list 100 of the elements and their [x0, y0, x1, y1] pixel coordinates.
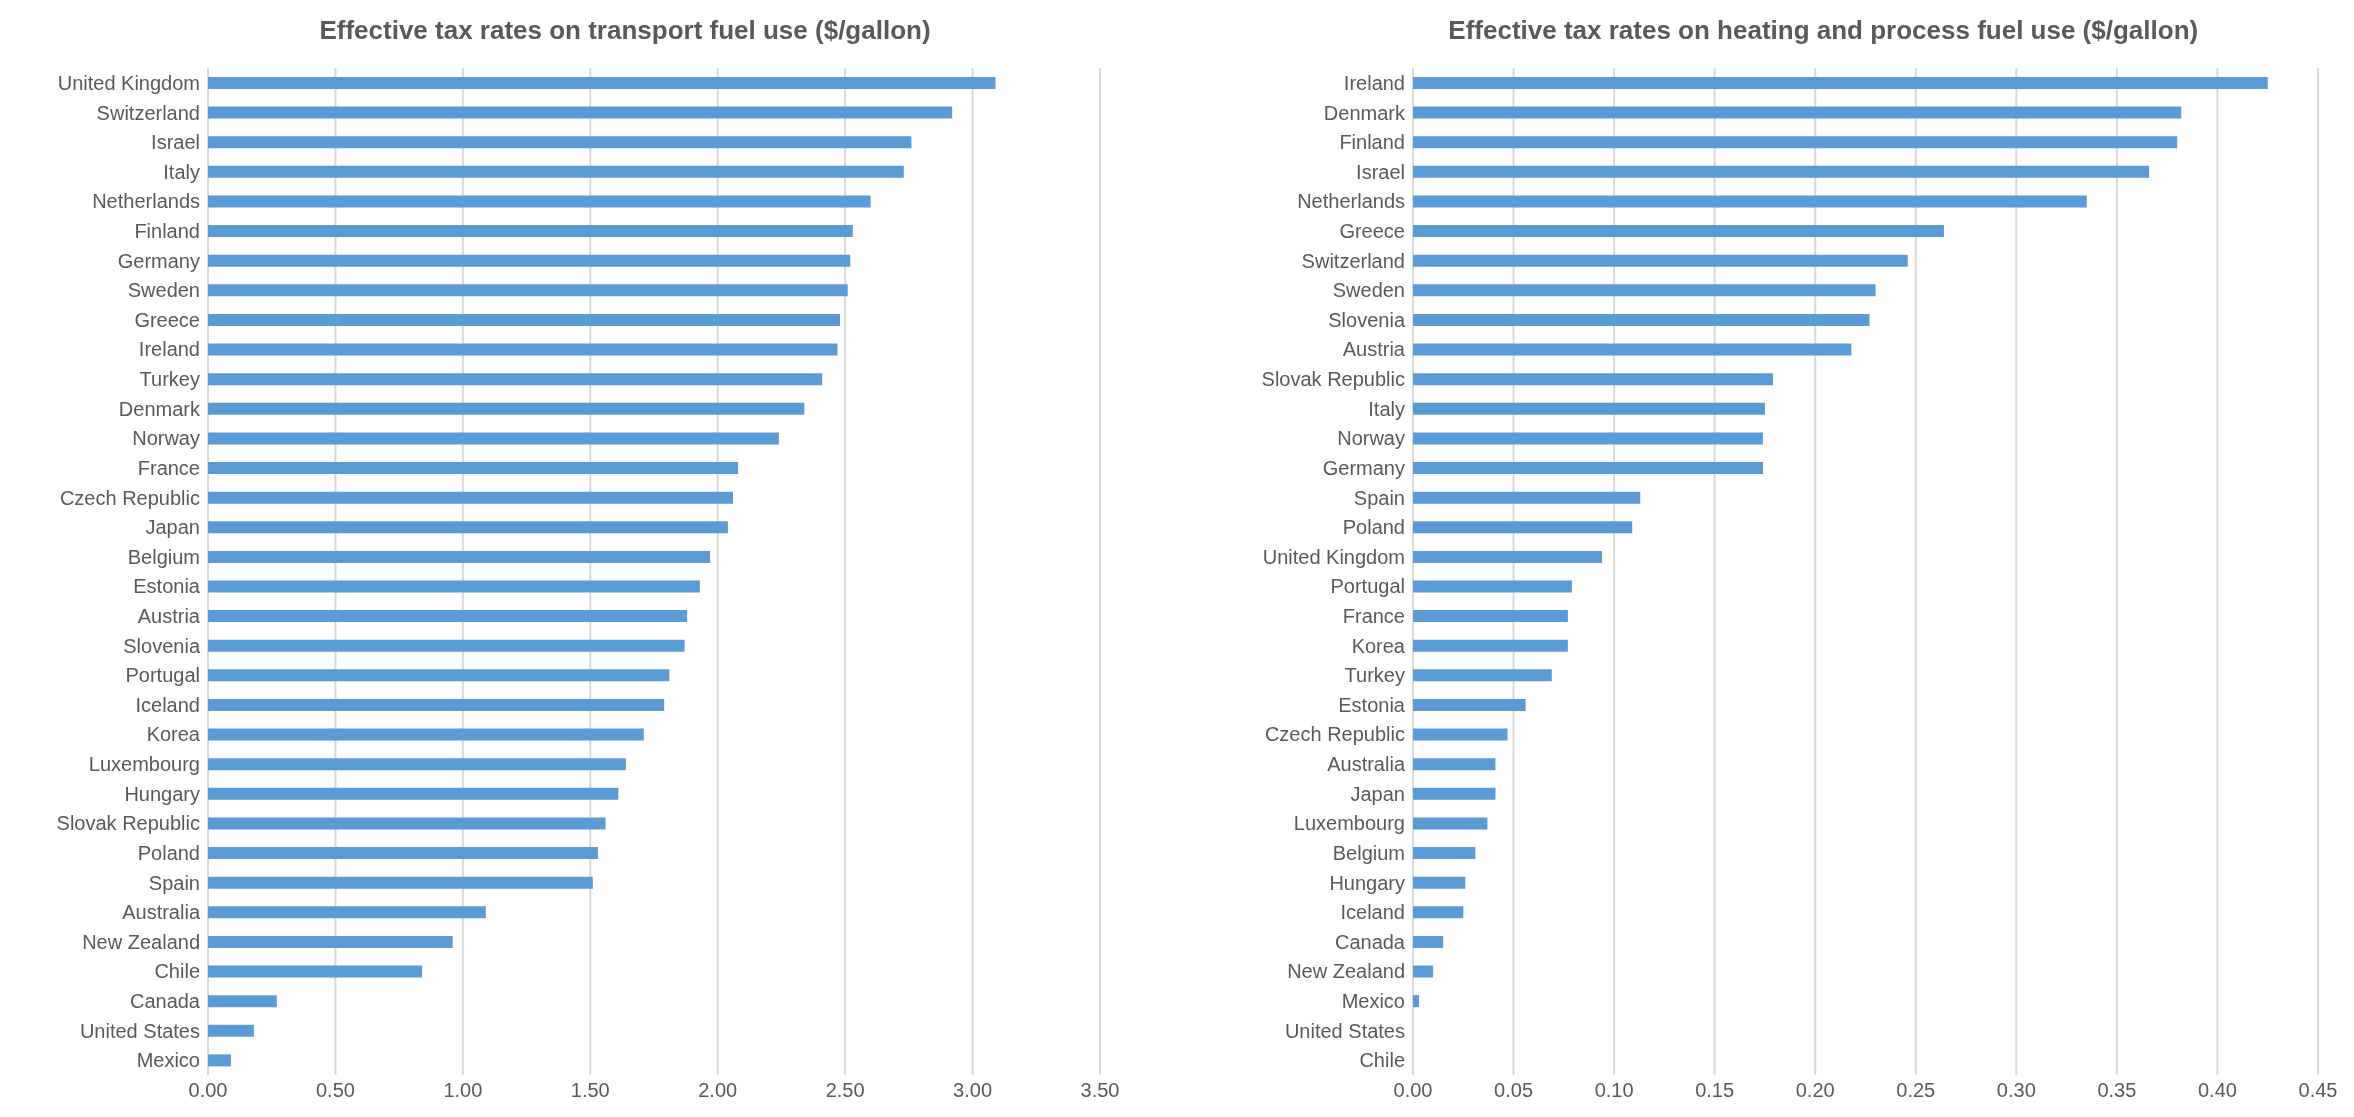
- y-tick-label: Finland: [1339, 131, 1405, 154]
- chart-title: Effective tax rates on heating and process fuel use ($/gallon): [1447, 13, 2200, 47]
- y-tick-label: Luxembourg: [1293, 812, 1405, 835]
- x-tick-label: 2.00: [698, 1079, 738, 1102]
- bar: [1413, 284, 1876, 297]
- bar: [208, 225, 853, 238]
- y-tick-label: Ireland: [1343, 71, 1405, 94]
- y-tick-label: Czech Republic: [59, 486, 200, 509]
- x-tick-label: 0.20: [1795, 1079, 1835, 1102]
- x-tick-label: 0.45: [2298, 1079, 2338, 1102]
- bar: [1413, 847, 1476, 860]
- bar: [1413, 521, 1633, 534]
- bar: [208, 639, 685, 652]
- bar: [1413, 195, 2087, 208]
- y-tick-label: Denmark: [1323, 101, 1406, 124]
- bar: [208, 165, 904, 178]
- y-tick-label: France: [1342, 605, 1405, 628]
- bar: [208, 698, 665, 711]
- bar: [1413, 254, 1908, 267]
- bar: [208, 195, 871, 208]
- bar: [1413, 77, 2268, 89]
- y-tick-label: United States: [79, 1019, 200, 1042]
- bar: [1413, 165, 2150, 178]
- y-tick-label: Spain: [148, 871, 200, 894]
- y-tick-label: Slovak Republic: [56, 812, 200, 835]
- y-tick-label: Israel: [1356, 160, 1405, 183]
- y-tick-label: France: [137, 456, 200, 479]
- bar: [1413, 225, 1944, 238]
- x-tick-label: 0.30: [1996, 1079, 2036, 1102]
- bar: [1413, 610, 1568, 623]
- bar: [208, 906, 486, 919]
- bar: [1413, 639, 1568, 652]
- y-tick-label: Czech Republic: [1264, 723, 1405, 746]
- bar: [1413, 906, 1464, 919]
- bar: [208, 817, 606, 830]
- y-tick-label: Switzerland: [1301, 249, 1405, 272]
- y-tick-label: Turkey: [1344, 664, 1405, 687]
- y-tick-label: Slovak Republic: [1261, 368, 1405, 391]
- bar: [208, 136, 912, 149]
- x-tick-label: 0.10: [1594, 1079, 1634, 1102]
- x-tick-label: 3.50: [1080, 1079, 1120, 1102]
- bar: [208, 728, 644, 741]
- bar: [208, 106, 953, 119]
- bar: [1413, 373, 1773, 386]
- bar: [208, 550, 711, 563]
- y-tick-label: Spain: [1353, 486, 1405, 509]
- y-tick-label: Italy: [163, 160, 200, 183]
- x-tick-label: 0.00: [1393, 1079, 1433, 1102]
- y-tick-label: Estonia: [1338, 693, 1406, 716]
- bar: [208, 876, 593, 889]
- bar: [208, 935, 453, 948]
- y-tick-label: Hungary: [124, 782, 200, 805]
- bar: [208, 669, 670, 682]
- x-tick-label: 0.25: [1896, 1079, 1936, 1102]
- bar: [1413, 313, 1870, 326]
- y-tick-label: Estonia: [133, 575, 201, 598]
- bar: [208, 343, 838, 356]
- y-tick-label: Norway: [132, 427, 200, 450]
- bar: [208, 432, 779, 445]
- bar: [1413, 758, 1496, 771]
- y-tick-label: Sweden: [1332, 279, 1405, 302]
- bar: [1413, 462, 1763, 475]
- bar: [208, 610, 688, 623]
- y-tick-label: Canada: [1334, 930, 1406, 953]
- y-tick-label: Austria: [1342, 338, 1406, 361]
- y-tick-label: Slovenia: [123, 634, 201, 657]
- y-tick-label: Chile: [154, 960, 200, 983]
- bar: [1413, 491, 1641, 504]
- x-tick-label: 3.00: [953, 1079, 993, 1102]
- bar: [1413, 787, 1496, 800]
- y-tick-label: Chile: [1359, 1049, 1405, 1072]
- y-tick-label: Germany: [1322, 456, 1405, 479]
- bar: [208, 313, 841, 326]
- y-tick-label: Israel: [151, 131, 200, 154]
- bar: [1413, 669, 1552, 682]
- y-tick-label: Japan: [1350, 782, 1405, 805]
- bar: [208, 254, 851, 267]
- bar: [1413, 550, 1603, 563]
- bar: [208, 521, 728, 534]
- y-tick-label: Finland: [134, 220, 200, 242]
- y-tick-label: United States: [1284, 1019, 1405, 1042]
- bar: [208, 965, 423, 978]
- bar: [1413, 817, 1488, 830]
- y-tick-label: Slovenia: [1328, 308, 1406, 331]
- y-tick-label: Australia: [122, 901, 201, 924]
- y-tick-label: Belgium: [1332, 841, 1405, 864]
- bar: [1413, 432, 1763, 445]
- bar: [208, 787, 619, 800]
- bar: [208, 1054, 231, 1067]
- y-tick-label: New Zealand: [82, 930, 200, 953]
- y-tick-label: Netherlands: [92, 190, 200, 213]
- chart-title: Effective tax rates on transport fuel use ($/gallon): [318, 13, 932, 47]
- y-tick-label: Hungary: [1329, 871, 1405, 894]
- y-tick-label: Iceland: [135, 693, 200, 716]
- y-tick-label: Netherlands: [1297, 190, 1405, 213]
- y-tick-label: Luxembourg: [88, 753, 200, 776]
- y-tick-label: Poland: [137, 841, 200, 864]
- y-tick-label: Italy: [1368, 397, 1405, 420]
- bar: [1413, 343, 1852, 356]
- y-tick-label: New Zealand: [1287, 960, 1405, 983]
